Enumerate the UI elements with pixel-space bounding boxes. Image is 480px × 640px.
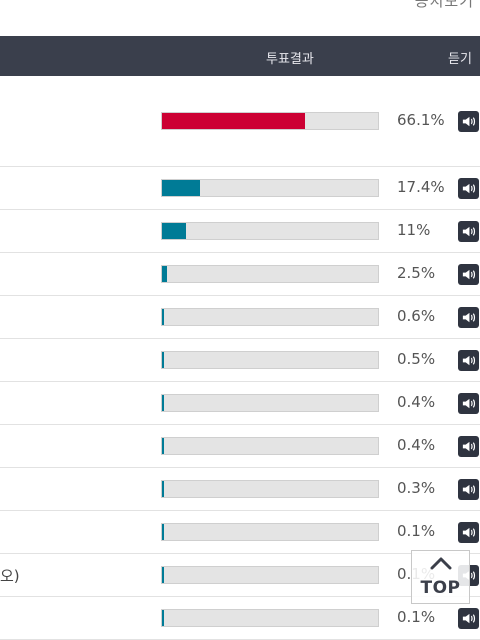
vote-bar [161,566,379,584]
vote-bar [161,609,379,627]
result-row: 0.5% [0,338,480,382]
vote-percent: 0.5% [397,350,436,368]
listen-column-header: 듣기 [448,52,472,67]
result-row: 0.1% [0,596,480,640]
top-link[interactable]: 공지보기 [414,0,474,10]
vote-percent: 0.3% [397,479,436,497]
speaker-icon[interactable] [458,307,479,328]
vote-bar-fill [162,524,164,540]
speaker-icon[interactable] [458,436,479,457]
candidate-name: 오) [0,567,20,585]
vote-percent: 11% [397,221,431,239]
vote-bar-fill [162,223,186,239]
vote-bar [161,351,379,369]
vote-bar-fill [162,180,200,196]
speaker-icon[interactable] [458,111,479,132]
scroll-top-label: TOP [420,578,461,598]
vote-bar-fill [162,438,164,454]
vote-bar [161,222,379,240]
scroll-top-button[interactable]: TOP [411,550,470,604]
vote-bar-fill [162,395,164,411]
vote-percent: 66.1% [397,111,445,129]
speaker-icon[interactable] [458,178,479,199]
vote-bar [161,265,379,283]
vote-bar-fill [162,352,164,368]
vote-bar-fill [162,266,167,282]
result-row: 11% [0,209,480,253]
result-row: 17.4% [0,166,480,210]
vote-bar-fill [162,309,164,325]
vote-percent: 0.1% [397,608,436,626]
vote-bar [161,437,379,455]
speaker-icon[interactable] [458,479,479,500]
result-row: 0.3% [0,467,480,511]
result-row: 0.4% [0,424,480,468]
result-row: 오)0.1% [0,553,480,597]
vote-bar [161,308,379,326]
vote-percent: 0.4% [397,393,436,411]
vote-bar-fill [162,481,164,497]
vote-percent: 2.5% [397,264,436,282]
vote-result-column-header: 투표결과 [266,52,314,67]
vote-bar [161,523,379,541]
table-header: 투표결과 듣기 [0,36,480,76]
chevron-up-icon [430,557,452,570]
result-row: 2.5% [0,252,480,296]
speaker-icon[interactable] [458,522,479,543]
vote-percent: 0.6% [397,307,436,325]
vote-bar [161,480,379,498]
vote-bar-fill [162,610,164,626]
result-row: 0.4% [0,381,480,425]
result-row: 0.1% [0,510,480,554]
result-row: 66.1% [0,76,480,167]
vote-bar [161,112,379,130]
vote-bar [161,394,379,412]
vote-bar-fill [162,567,164,583]
speaker-icon[interactable] [458,350,479,371]
vote-percent: 17.4% [397,178,445,196]
result-row: 0.6% [0,295,480,339]
speaker-icon[interactable] [458,264,479,285]
speaker-icon[interactable] [458,393,479,414]
speaker-icon[interactable] [458,608,479,629]
vote-bar-fill [162,113,305,129]
vote-bar [161,179,379,197]
speaker-icon[interactable] [458,221,479,242]
vote-percent: 0.4% [397,436,436,454]
vote-percent: 0.1% [397,522,436,540]
